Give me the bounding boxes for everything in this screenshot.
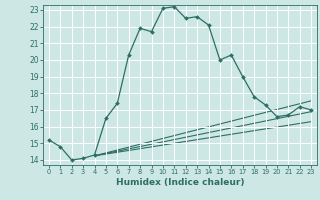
- X-axis label: Humidex (Indice chaleur): Humidex (Indice chaleur): [116, 178, 244, 187]
